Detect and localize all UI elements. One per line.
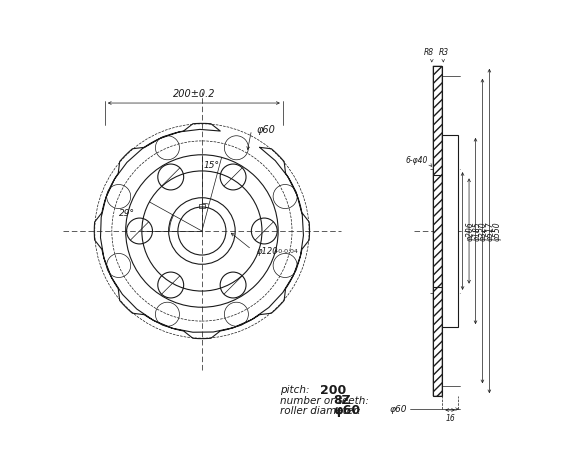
Text: φ60: φ60 xyxy=(333,404,361,417)
Text: φ120: φ120 xyxy=(256,247,278,256)
Text: pitch:: pitch: xyxy=(280,385,310,395)
Text: φ60: φ60 xyxy=(390,405,407,413)
Bar xyxy=(433,66,442,396)
Text: 200: 200 xyxy=(319,384,346,397)
Bar xyxy=(442,135,458,327)
Text: 15°: 15° xyxy=(203,161,219,170)
Text: +0·0.04: +0·0.04 xyxy=(274,249,298,254)
Bar xyxy=(433,66,442,396)
Text: 6-φ40: 6-φ40 xyxy=(406,156,428,165)
Text: φ517: φ517 xyxy=(486,221,495,241)
Text: R3: R3 xyxy=(439,48,449,57)
Text: φ185: φ185 xyxy=(472,221,481,241)
Text: φ550: φ550 xyxy=(492,221,502,241)
Text: φ320: φ320 xyxy=(479,221,488,241)
Text: 200±0.2: 200±0.2 xyxy=(173,89,215,99)
Text: 16: 16 xyxy=(445,414,455,423)
Text: roller diameter:: roller diameter: xyxy=(280,406,361,416)
Text: number or teeth:: number or teeth: xyxy=(280,395,369,406)
Text: φ60: φ60 xyxy=(256,125,275,135)
Text: 29°: 29° xyxy=(119,209,135,218)
Text: 8Z: 8Z xyxy=(333,394,352,407)
Text: φ206: φ206 xyxy=(466,221,475,241)
Text: R8: R8 xyxy=(424,48,434,57)
Bar xyxy=(199,204,204,208)
